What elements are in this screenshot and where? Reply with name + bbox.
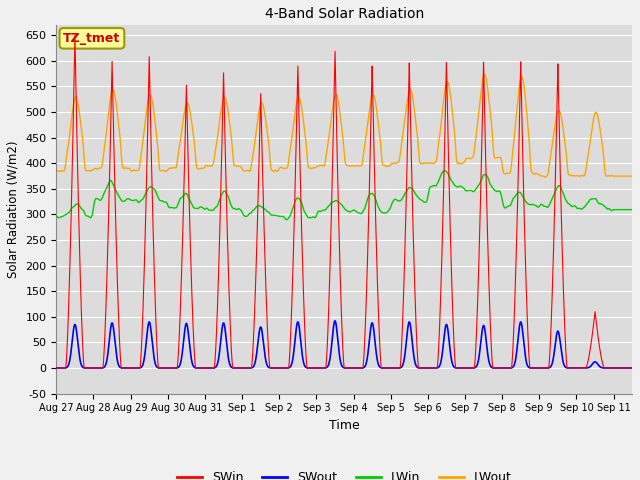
LWin [441, 168, 449, 174]
LWout [111, 96, 119, 101]
SWin [120, 365, 127, 371]
LWin [321, 207, 329, 213]
Line: LWout: LWout [56, 75, 632, 177]
SWout [321, 365, 329, 371]
SWin [71, 33, 79, 38]
SWout [628, 365, 636, 371]
LWin [628, 207, 636, 213]
LWout [541, 174, 549, 180]
LWout [628, 173, 636, 179]
SWin [483, 222, 491, 228]
Line: SWin: SWin [56, 36, 632, 368]
SWout [239, 365, 247, 371]
SWout [439, 347, 447, 352]
LWout [120, 166, 127, 171]
SWin [112, 214, 120, 219]
Text: TZ_tmet: TZ_tmet [63, 32, 120, 45]
LWin [239, 212, 247, 218]
LWout [483, 83, 491, 88]
LWout [52, 168, 60, 173]
LWin [439, 169, 447, 175]
Title: 4-Band Solar Radiation: 4-Band Solar Radiation [264, 7, 424, 21]
LWin [52, 213, 60, 219]
LWout [439, 107, 447, 112]
LWout [321, 159, 329, 165]
LWout [239, 168, 247, 174]
Line: LWin: LWin [56, 171, 632, 220]
Legend: SWin, SWout, LWin, LWout: SWin, SWout, LWin, LWout [172, 466, 516, 480]
LWout [481, 72, 488, 78]
SWin [321, 365, 329, 371]
SWout [52, 365, 60, 371]
Y-axis label: Solar Radiation (W/m2): Solar Radiation (W/m2) [7, 141, 20, 278]
SWout [120, 365, 127, 371]
LWin [120, 198, 127, 204]
SWin [52, 365, 60, 371]
SWout [483, 348, 491, 353]
LWin [283, 217, 291, 223]
SWin [628, 365, 636, 371]
SWin [240, 365, 248, 371]
SWout [111, 343, 119, 349]
LWin [111, 187, 119, 192]
Line: SWout: SWout [56, 321, 632, 368]
SWout [331, 318, 339, 324]
SWin [439, 220, 447, 226]
LWin [484, 174, 492, 180]
X-axis label: Time: Time [329, 419, 360, 432]
